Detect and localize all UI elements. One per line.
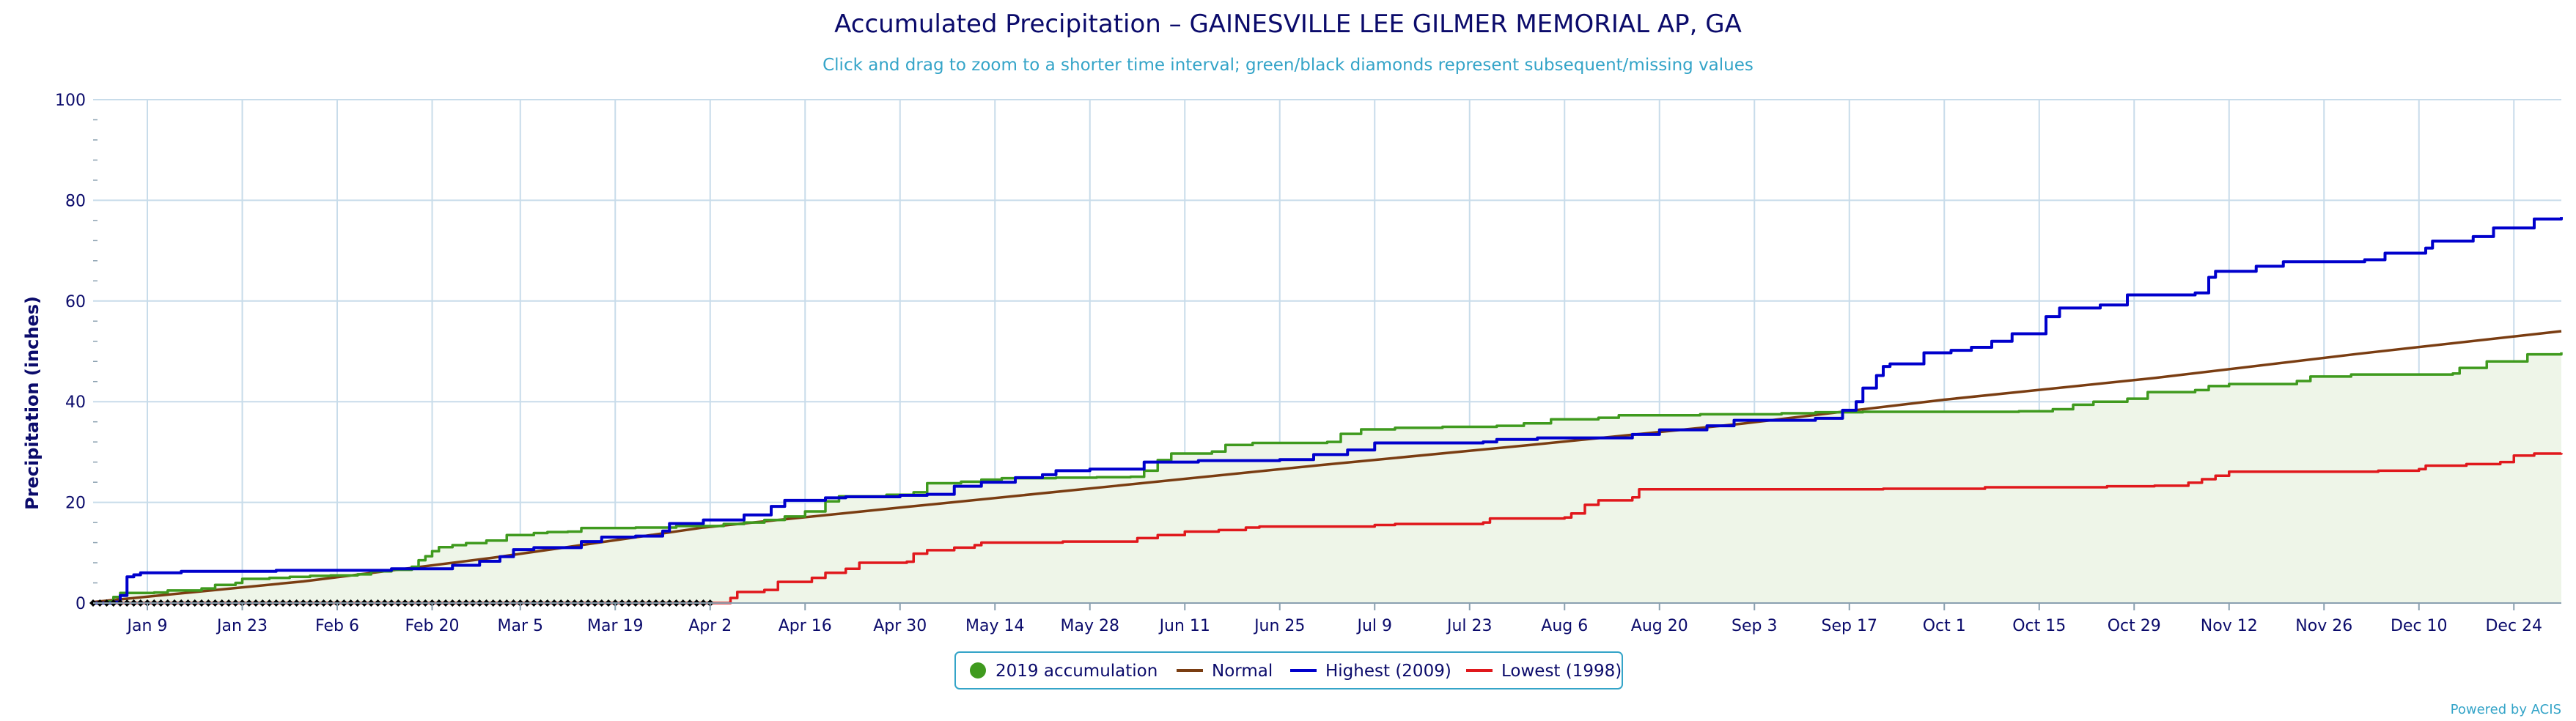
legend-item-highest-2009[interactable]: Highest (2009) <box>1290 662 1451 681</box>
chart-title: Accumulated Precipitation – GAINESVILLE … <box>834 10 1742 39</box>
x-tick-label: Jul 23 <box>1446 617 1493 635</box>
legend-symbol <box>970 662 986 679</box>
x-tick-label: Nov 12 <box>2201 617 2258 635</box>
legend-item-2019-accumulation[interactable]: 2019 accumulation <box>970 662 1158 681</box>
series-line-2019-accumulation <box>93 352 2563 604</box>
chart-subtitle: Click and drag to zoom to a shorter time… <box>823 56 1753 75</box>
x-tick-label: Oct 15 <box>2012 617 2066 635</box>
x-tick-label: Aug 6 <box>1541 617 1588 635</box>
x-tick-label: Dec 24 <box>2485 617 2542 635</box>
x-tick-label: Feb 6 <box>315 617 359 635</box>
series-line-normal <box>92 330 2562 604</box>
legend-label: 2019 accumulation <box>996 662 1158 681</box>
legend-box <box>954 651 1623 689</box>
x-tick-label: May 28 <box>1061 617 1119 635</box>
x-tick-label: Mar 5 <box>498 617 544 635</box>
y-tick-label: 40 <box>65 393 86 412</box>
x-tick-label: Jan 23 <box>216 617 268 635</box>
y-tick-label: 60 <box>65 293 86 311</box>
credits-link[interactable]: Powered by ACIS <box>2451 702 2561 717</box>
axes: 0 20 40 60 80 100 Jan 9 Jan 23 Feb 6 Feb 20 Mar 5 M… <box>55 92 2561 635</box>
y-tick-label: 20 <box>65 495 86 513</box>
series-line-lowest-1998 <box>93 452 2563 604</box>
y-tick-label: 100 <box>55 92 86 110</box>
x-tick-label: Jul 9 <box>1355 617 1392 635</box>
x-tick-label: Mar 19 <box>587 617 644 635</box>
x-tick-label: Apr 2 <box>688 617 732 635</box>
x-tick-label: Apr 16 <box>779 617 832 635</box>
x-tick-label: Oct 29 <box>2108 617 2161 635</box>
x-tick-label: Jan 9 <box>126 617 168 635</box>
x-tick-label: Sep 3 <box>1732 617 1777 635</box>
series-layer <box>92 217 2563 604</box>
legend-item-lowest-1998[interactable]: Lowest (1998) <box>1466 662 1622 681</box>
legend[interactable]: 2019 accumulation Normal Highest (2009) Low… <box>954 651 1623 689</box>
series-line-highest-2009 <box>93 217 2563 604</box>
legend-label: Lowest (1998) <box>1501 662 1622 681</box>
legend-label: Normal <box>1212 662 1273 681</box>
x-tick-label: Jun 11 <box>1158 617 1210 635</box>
x-tick-label: May 14 <box>965 617 1024 635</box>
series-area-2019-accumulation <box>93 352 2561 603</box>
x-tick-label: Dec 10 <box>2391 617 2448 635</box>
x-tick-label: Aug 20 <box>1631 617 1688 635</box>
x-tick-label: Jun 25 <box>1253 617 1305 635</box>
legend-item-normal[interactable]: Normal <box>1177 662 1273 681</box>
x-tick-label: Sep 17 <box>1822 617 1877 635</box>
x-tick-label: Feb 20 <box>405 617 460 635</box>
y-tick-label: 80 <box>65 192 86 210</box>
x-tick-label: Oct 1 <box>1923 617 1966 635</box>
x-tick-label: Nov 26 <box>2295 617 2352 635</box>
y-axis-label: Precipitation (inches) <box>22 296 43 510</box>
x-tick-label: Apr 30 <box>873 617 927 635</box>
y-tick-label: 0 <box>76 595 86 613</box>
legend-label: Highest (2009) <box>1325 662 1451 681</box>
